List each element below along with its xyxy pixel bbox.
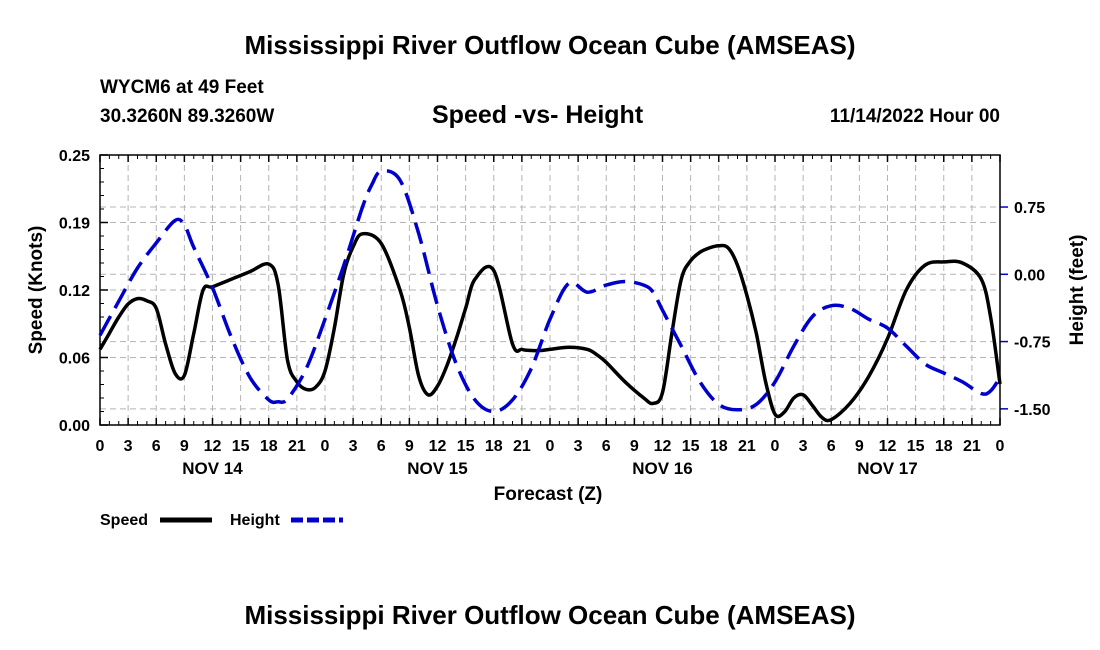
y-axis-title: Speed (Knots) xyxy=(26,226,47,355)
legend-speed-label: Speed xyxy=(100,512,148,529)
y2-axis-title: Height (feet) xyxy=(1067,235,1088,346)
y-tick-label: 0.06 xyxy=(59,351,90,368)
x-tick-label: 15 xyxy=(907,438,925,455)
plot-frame xyxy=(99,154,1001,426)
y-tick-label: 0.12 xyxy=(59,283,90,300)
axis-layer: 0 3 6 9 12 15 18 21 0 3 6 9 12 15 18 21 0 3 6 9 12 15 18 21 0 3 6 9… xyxy=(59,148,1051,478)
x-tick-label: 9 xyxy=(630,438,639,455)
x-tick-label: 12 xyxy=(654,438,672,455)
x-tick-label: 18 xyxy=(260,438,278,455)
x-tick-label: 9 xyxy=(180,438,189,455)
y-tick-label: 0.00 xyxy=(59,418,90,435)
series-layer xyxy=(98,169,1002,423)
x-tick-label: 12 xyxy=(204,438,222,455)
x-tick-label: 18 xyxy=(485,438,503,455)
x-tick-label: 9 xyxy=(405,438,414,455)
x-day-label: NOV 17 xyxy=(857,459,917,478)
x-tick-label: 12 xyxy=(879,438,897,455)
x-tick-label: 3 xyxy=(124,438,133,455)
height-series-line xyxy=(98,169,1002,414)
y2-tick-label: -0.75 xyxy=(1014,335,1051,352)
speed-series-line xyxy=(98,231,1002,423)
y2-tick-label: 0.00 xyxy=(1014,267,1045,284)
x-day-label: NOV 14 xyxy=(182,459,243,478)
x-tick-label: 6 xyxy=(152,438,161,455)
x-tick-label: 6 xyxy=(377,438,386,455)
legend-height-label: Height xyxy=(230,512,280,529)
x-tick-label: 3 xyxy=(349,438,358,455)
x-tick-label: 12 xyxy=(429,438,447,455)
x-day-label: NOV 16 xyxy=(632,459,692,478)
station-label: WYCM6 at 49 Feet xyxy=(100,77,264,98)
forecast-datetime: 11/14/2022 Hour 00 xyxy=(829,106,1000,127)
x-tick-label: 21 xyxy=(513,438,531,455)
x-tick-label: 0 xyxy=(996,438,1005,455)
x-tick-label: 21 xyxy=(288,438,306,455)
x-tick-label: 0 xyxy=(546,438,555,455)
station-coords: 30.3260N 89.3260W xyxy=(100,106,275,127)
x-tick-label: 6 xyxy=(827,438,836,455)
footer-title: Mississippi River Outflow Ocean Cube (AM… xyxy=(244,600,856,630)
x-tick-label: 15 xyxy=(682,438,700,455)
x-tick-label: 15 xyxy=(457,438,475,455)
grid-layer xyxy=(100,155,1000,425)
x-tick-label: 0 xyxy=(96,438,105,455)
x-tick-label: 0 xyxy=(771,438,780,455)
x-day-label: NOV 15 xyxy=(407,459,467,478)
x-tick-label: 18 xyxy=(710,438,728,455)
x-tick-label: 21 xyxy=(738,438,756,455)
page-title: Mississippi River Outflow Ocean Cube (AM… xyxy=(244,30,856,60)
y2-tick-label: 0.75 xyxy=(1014,200,1045,217)
y-tick-label: 0.19 xyxy=(59,216,90,233)
x-tick-label: 15 xyxy=(232,438,250,455)
x-tick-label: 9 xyxy=(855,438,864,455)
x-tick-label: 3 xyxy=(574,438,583,455)
x-tick-label: 6 xyxy=(602,438,611,455)
chart-subtitle: Speed -vs- Height xyxy=(432,101,644,129)
x-tick-label: 3 xyxy=(799,438,808,455)
x-tick-label: 21 xyxy=(963,438,981,455)
y-tick-label: 0.25 xyxy=(59,148,90,165)
x-tick-label: 0 xyxy=(321,438,330,455)
x-axis-title: Forecast (Z) xyxy=(494,484,603,505)
y2-tick-label: -1.50 xyxy=(1014,402,1051,419)
x-tick-label: 18 xyxy=(935,438,953,455)
